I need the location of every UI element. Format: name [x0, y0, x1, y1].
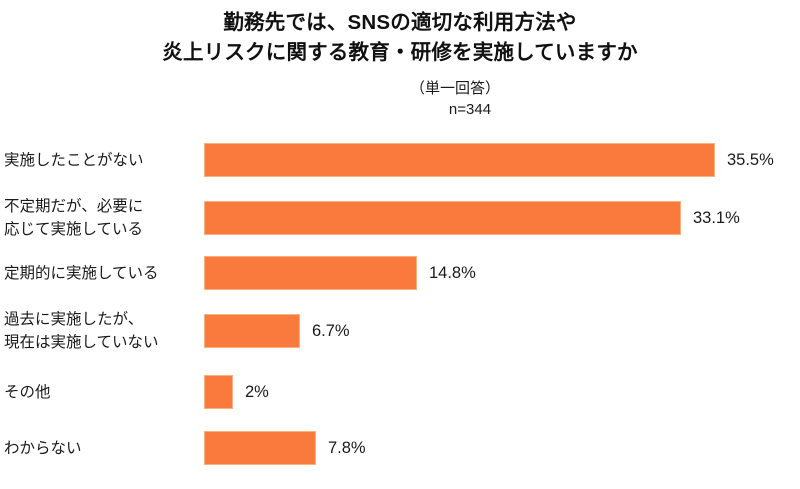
chart-title-line-2: 炎上リスクに関する教育・研修を実施していますか — [162, 41, 638, 64]
answer-type-note: （単一回答） — [409, 80, 500, 97]
bar[interactable] — [204, 143, 715, 177]
bar-row: 過去に実施したが、 現在は実施していない 6.7% — [0, 303, 800, 359]
chart-title-line-1: 勤務先では、SNSの適切な利用方法や — [223, 11, 577, 34]
bar[interactable] — [204, 201, 681, 235]
bar-container[interactable] — [204, 303, 300, 359]
bar-value-label: 7.8% — [328, 438, 366, 457]
category-label: 不定期だが、必要に 応じて実施している — [4, 190, 194, 246]
bar-container[interactable] — [204, 420, 316, 476]
chart-title: 勤務先では、SNSの適切な利用方法や 炎上リスクに関する教育・研修を実施していま… — [0, 8, 800, 68]
bar[interactable] — [204, 375, 233, 409]
bar-value-label: 33.1% — [693, 208, 740, 227]
category-label-line: 過去に実施したが、 — [4, 311, 144, 328]
bar-container[interactable] — [204, 132, 715, 188]
category-label-line: わからない — [4, 439, 82, 457]
bar-value-label: 14.8% — [429, 263, 476, 282]
category-label-line: その他 — [4, 383, 51, 401]
sample-size-note: n=344 — [448, 101, 492, 118]
category-label-line: 実施したことがない — [4, 151, 144, 169]
category-label: わからない — [4, 420, 194, 476]
bar-row: 実施したことがない 35.5% — [0, 132, 800, 188]
category-label: その他 — [4, 364, 194, 420]
bar-container[interactable] — [204, 190, 681, 246]
bar-row: 不定期だが、必要に 応じて実施している 33.1% — [0, 190, 800, 246]
category-label-line: 応じて実施している — [4, 221, 144, 238]
category-label-line: 定期的に実施している — [4, 264, 159, 282]
bar[interactable] — [204, 431, 316, 465]
bar[interactable] — [204, 256, 417, 290]
bar-container[interactable] — [204, 245, 417, 301]
bar-value-label: 35.5% — [727, 150, 774, 169]
category-label: 過去に実施したが、 現在は実施していない — [4, 303, 194, 359]
bar-row: 定期的に実施している 14.8% — [0, 245, 800, 301]
bar-container[interactable] — [204, 364, 233, 420]
chart-subtitle-block: （単一回答） n=344 — [0, 78, 800, 120]
bar-value-label: 6.7% — [312, 321, 350, 340]
bar-row: その他 2% — [0, 364, 800, 420]
category-label-line: 不定期だが、必要に — [4, 198, 144, 215]
bar[interactable] — [204, 314, 300, 348]
bar-value-label: 2% — [245, 382, 269, 401]
category-label: 定期的に実施している — [4, 245, 194, 301]
bar-row: わからない 7.8% — [0, 420, 800, 476]
category-label-line: 現在は実施していない — [4, 334, 159, 351]
category-label: 実施したことがない — [4, 132, 194, 188]
